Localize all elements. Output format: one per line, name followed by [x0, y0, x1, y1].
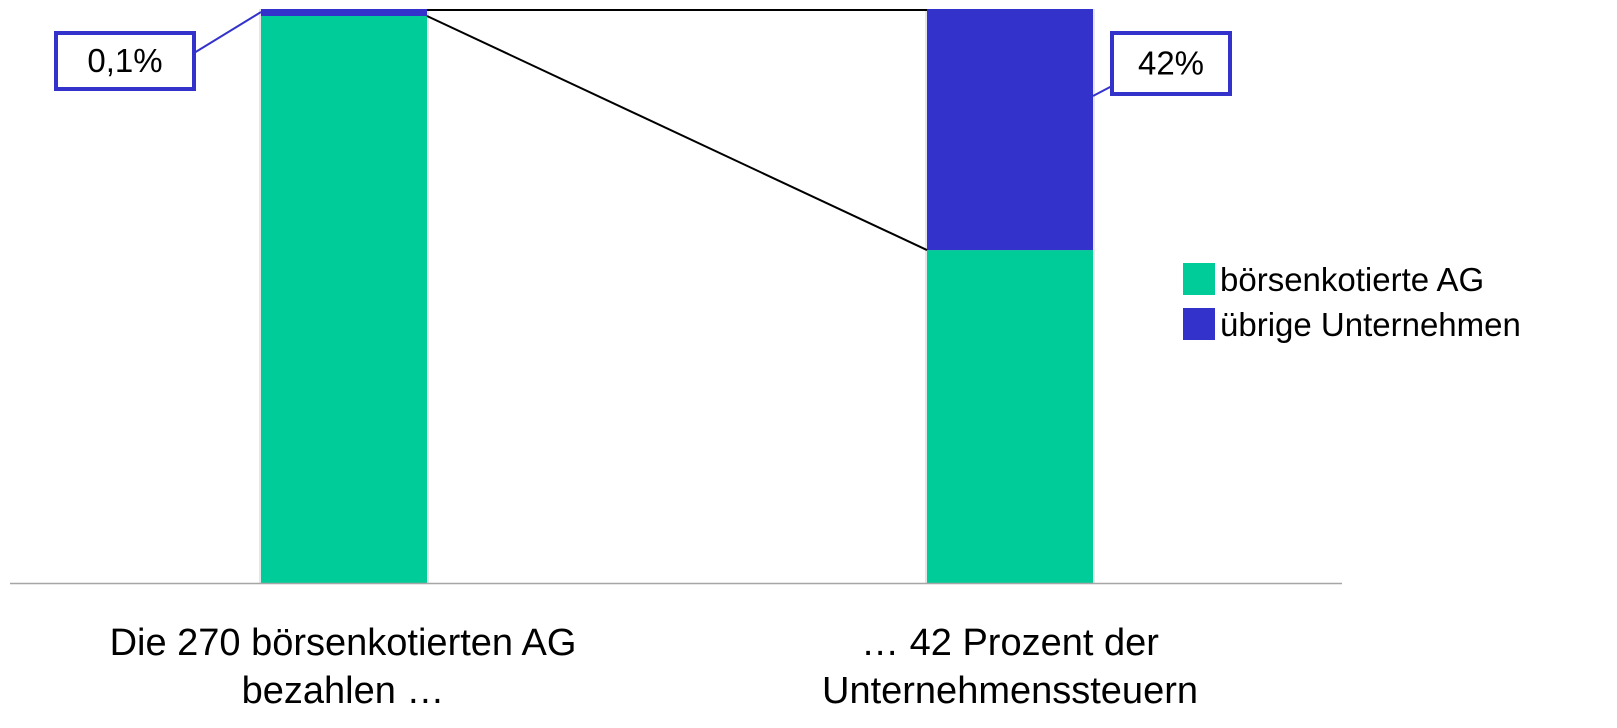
callout-leader-2 [1092, 85, 1113, 97]
legend-label-1: börsenkotierte AG [1220, 261, 1484, 298]
bar-segment-1-2 [261, 9, 427, 16]
legend-swatch-1 [1183, 263, 1215, 295]
category-label-2-line-1: … 42 Prozent der [861, 622, 1159, 664]
callout-label-1: 0,1% [87, 42, 162, 79]
callout-label-2: 42% [1138, 45, 1204, 82]
legend: börsenkotierte AG übrige Unternehmen [1183, 261, 1521, 343]
callout-box-1 [54, 31, 196, 91]
category-label-1-line-1: Die 270 börsenkotierten AG [110, 622, 577, 664]
legend-label-2: übrige Unternehmen [1220, 306, 1521, 343]
category-labels: Die 270 börsenkotierten AG bezahlen … … 42… [110, 622, 1198, 712]
bar-segment-2-2 [927, 9, 1093, 251]
bars-group [259, 9, 1095, 584]
legend-swatch-2 [1183, 308, 1215, 340]
bar-segment-1-1 [261, 9, 427, 584]
connector-boundary [426, 15, 928, 251]
callout-leader-1 [193, 11, 262, 54]
category-label-2-line-2: Unternehmenssteuern [822, 670, 1198, 712]
category-label-1-line-2: bezahlen … [242, 670, 445, 712]
callouts-group: 0,1% 42% [54, 11, 1232, 97]
connector-lines [426, 9, 928, 251]
callout-box-2 [1110, 31, 1232, 96]
bar-segment-2-1 [927, 250, 1093, 583]
